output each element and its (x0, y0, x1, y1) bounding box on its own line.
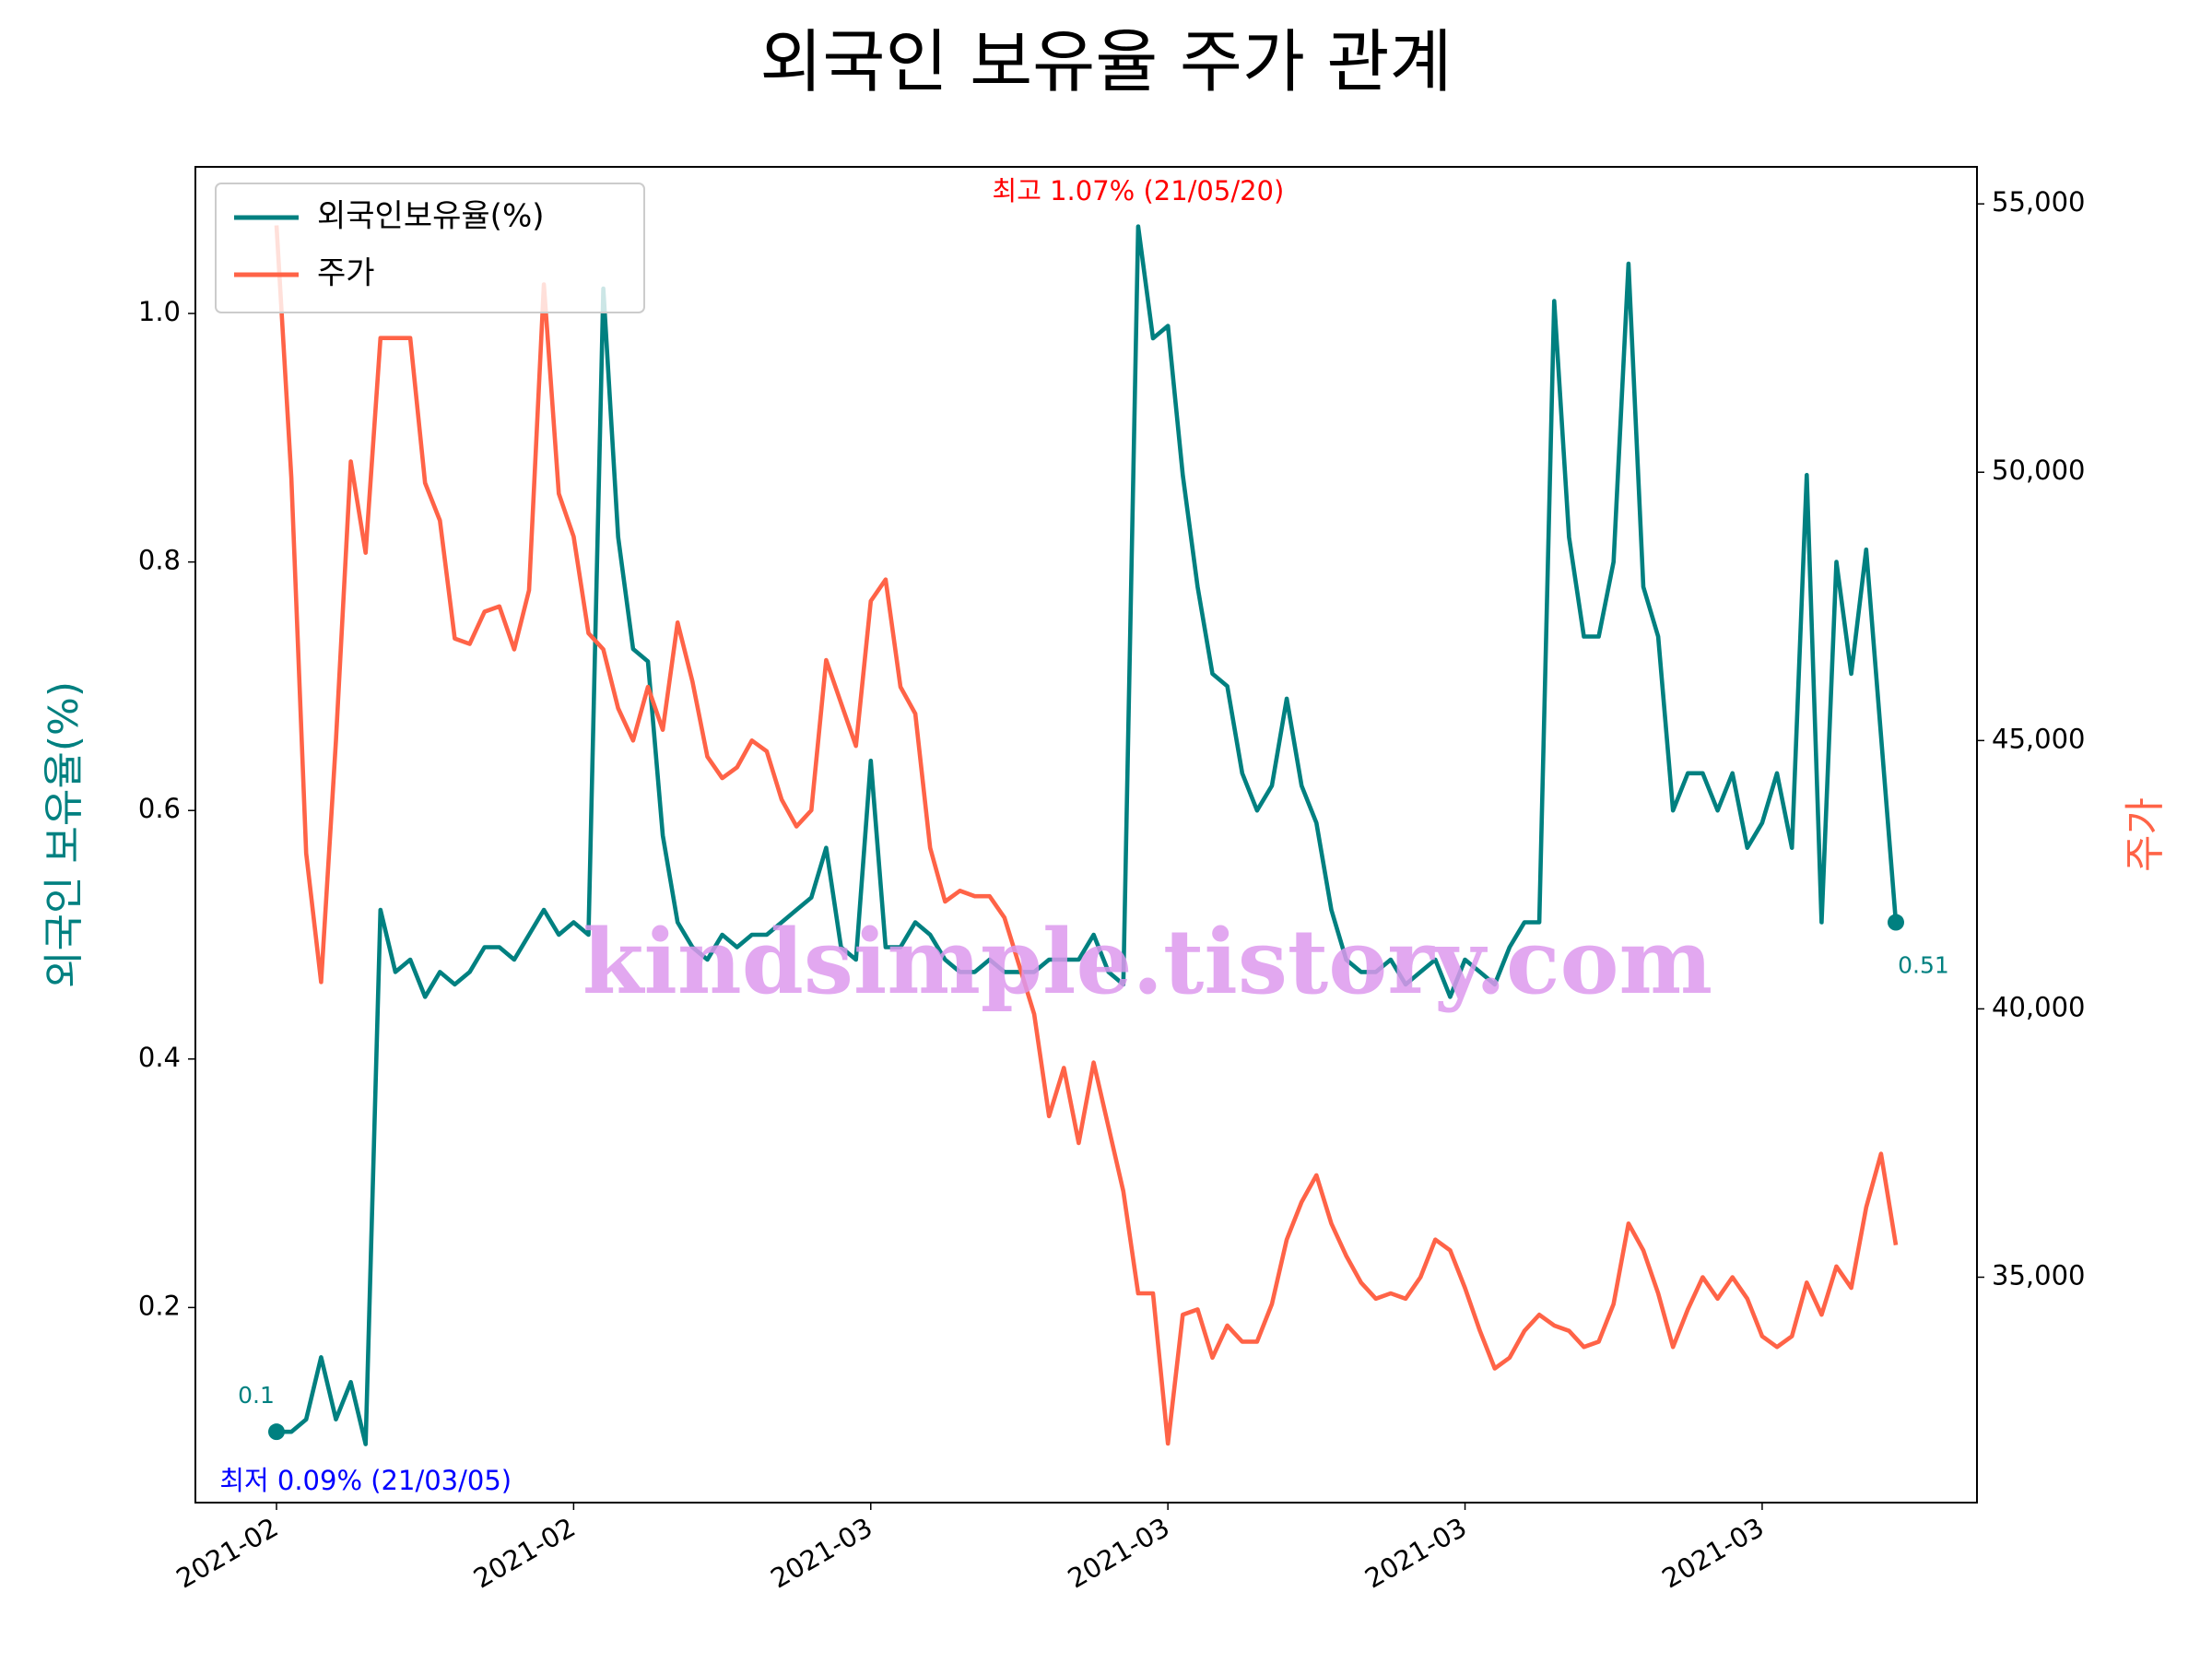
annotation-min: 최저 0.09% (21/03/05) (219, 1465, 512, 1496)
y-tick-label: 0.4 (138, 1042, 181, 1073)
chart-title: 외국인 보유율 주가 관계 (759, 23, 1452, 102)
y-tick-label: 0.8 (138, 545, 181, 576)
y2-tick-label: 35,000 (1992, 1259, 2085, 1291)
y2-axis-label: 주가 (2122, 797, 2169, 872)
data-label: 0.51 (1898, 952, 1949, 979)
x-tick-label: 2021-03 (765, 1512, 877, 1595)
y-axis-label: 외국인 보유율(%) (41, 681, 88, 988)
y-tick-label: 0.2 (138, 1290, 181, 1321)
y2-tick-label: 40,000 (1992, 991, 2085, 1022)
data-label: 0.1 (238, 1382, 275, 1409)
series-line (276, 224, 1899, 1446)
x-tick-label: 2021-03 (1656, 1512, 1769, 1595)
y-tick-label: 0.6 (138, 793, 181, 824)
y-tick-label: 1.0 (138, 296, 181, 327)
y2-tick-label: 45,000 (1992, 723, 2085, 754)
watermark: kindsimple.tistory.com (582, 910, 1712, 1014)
x-tick-label: 2021-02 (171, 1512, 284, 1595)
point-marker (1888, 914, 1904, 931)
y2-tick-label: 50,000 (1992, 454, 2085, 486)
x-tick-label: 2021-03 (1063, 1512, 1175, 1595)
x-tick-label: 2021-03 (1359, 1512, 1472, 1595)
legend-label: 주가 (317, 255, 375, 292)
x-tick-label: 2021-02 (468, 1512, 581, 1595)
legend-label: 외국인보유율(%) (317, 198, 545, 235)
legend: 외국인보유율(%) 주가 (215, 183, 645, 313)
point-marker (268, 1423, 285, 1441)
y2-tick-label: 55,000 (1992, 186, 2085, 218)
series-line (274, 225, 1899, 1446)
annotation-max: 최고 1.07% (21/05/20) (993, 175, 1285, 206)
legend-box (215, 183, 645, 313)
plot-frame (194, 166, 1978, 1504)
